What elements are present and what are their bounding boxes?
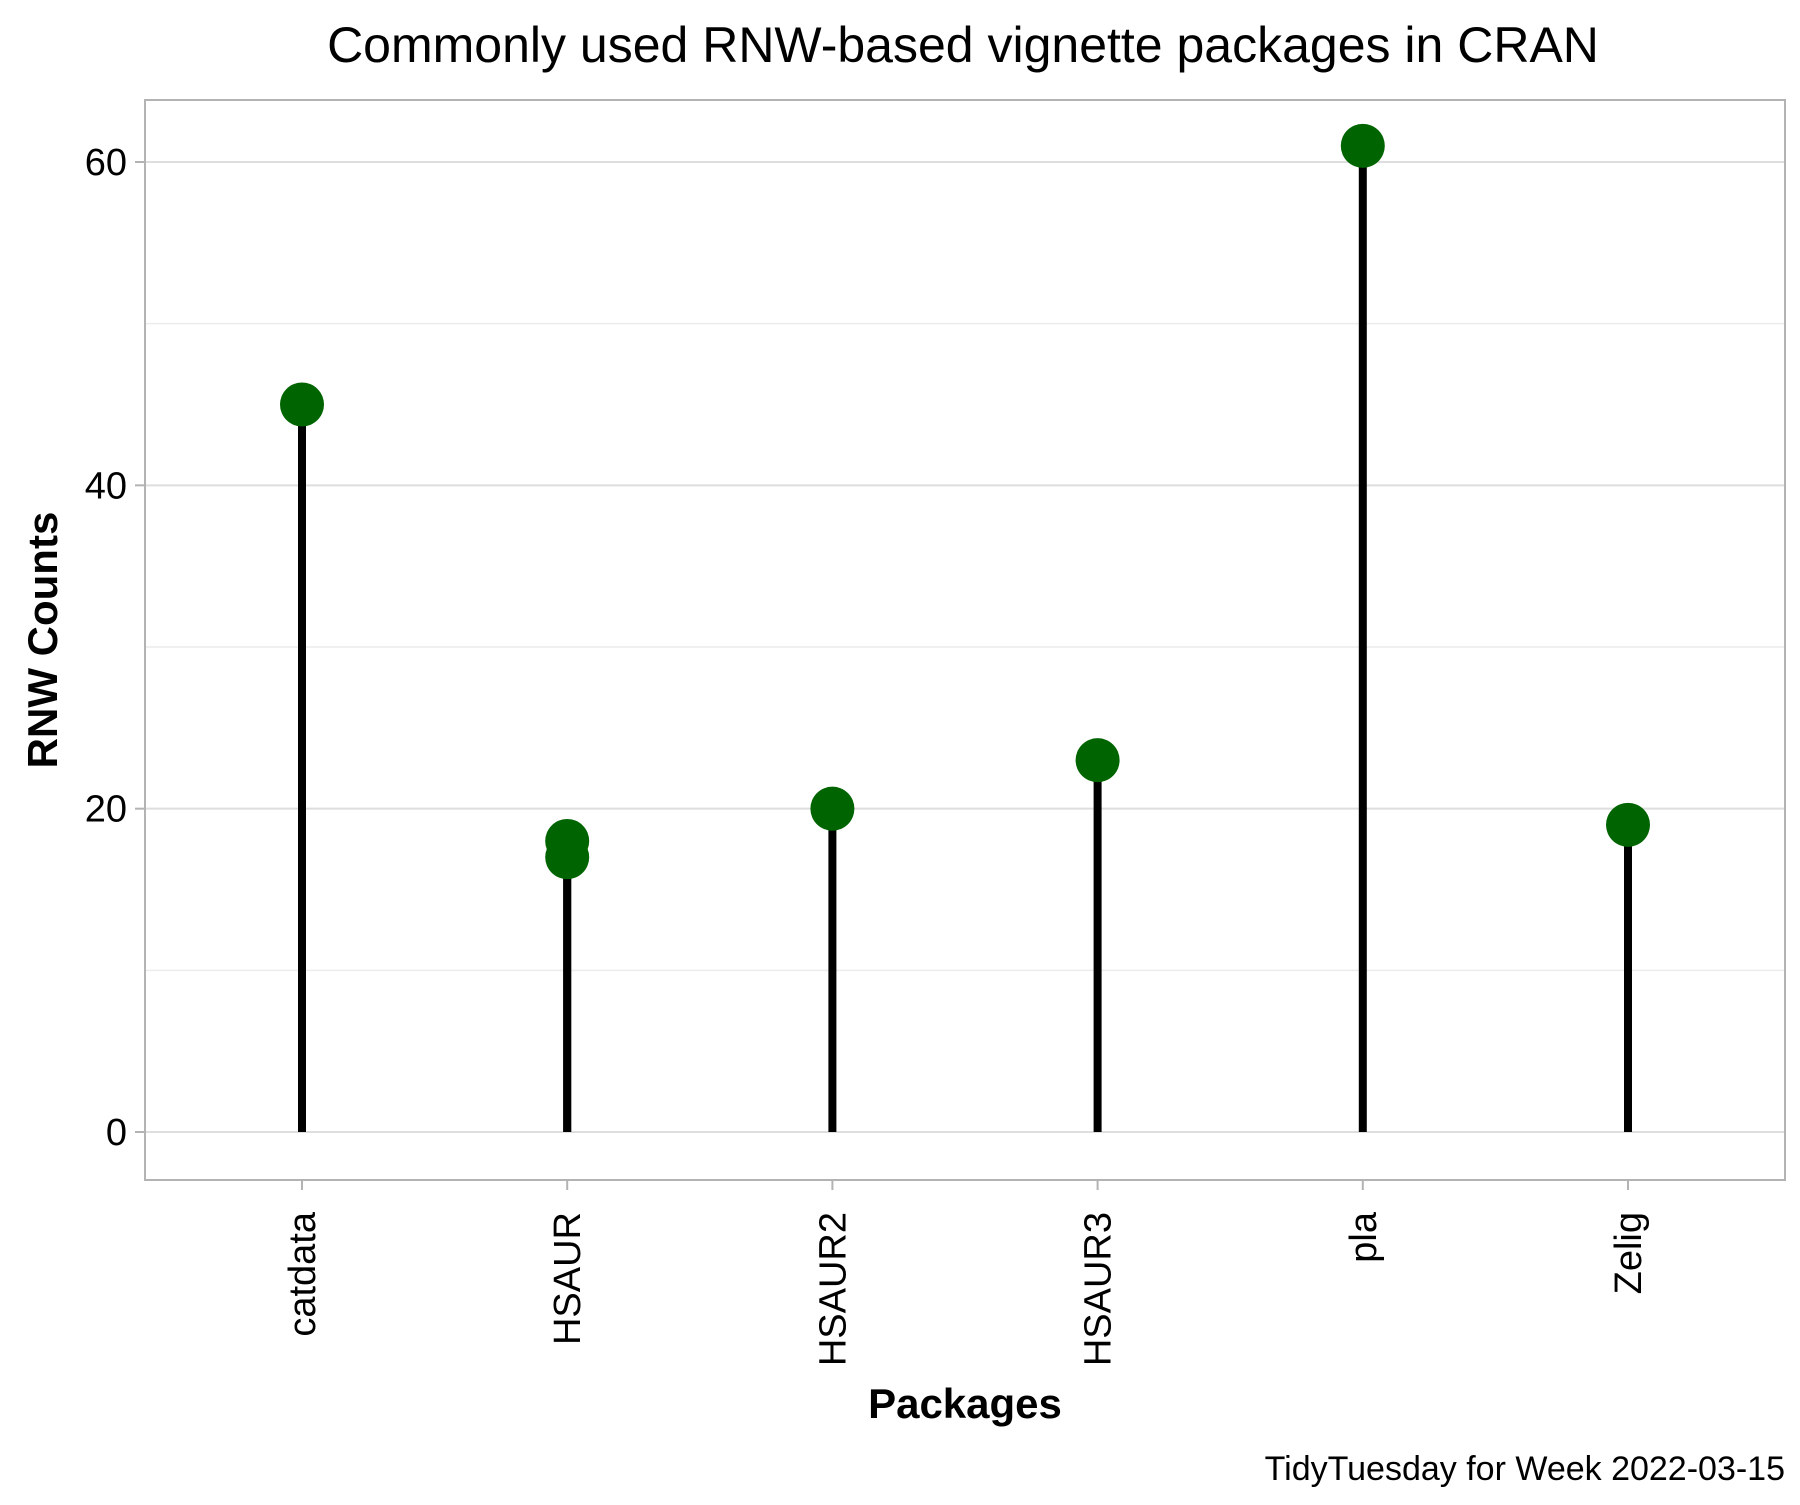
y-tick-label: 0 — [106, 1112, 127, 1154]
y-tick-label: 40 — [85, 465, 127, 507]
chart-title: Commonly used RNW-based vignette package… — [327, 17, 1599, 73]
x-axis-title: Packages — [868, 1380, 1062, 1427]
x-tick-labels: catdata HSAUR HSAUR2 HSAUR3 pla Zelig — [282, 1211, 1650, 1366]
y-tick-label: 60 — [85, 142, 127, 184]
y-axis-title: RNW Counts — [19, 512, 66, 769]
x-tick-label: HSAUR3 — [1078, 1212, 1120, 1366]
panel-border — [144, 99, 1786, 1181]
lollipop-points — [280, 123, 1650, 880]
lollipop-stems — [298, 145, 1632, 1132]
axis-ticks — [135, 161, 1629, 1190]
lollipop-point — [280, 382, 324, 427]
x-tick-label: HSAUR — [547, 1212, 589, 1345]
lollipop-point — [545, 835, 590, 880]
y-tick-labels: 0 20 40 60 — [85, 142, 127, 1154]
lollipop-point — [1340, 123, 1385, 168]
chart-caption: TidyTuesday for Week 2022-03-15 — [1265, 1450, 1785, 1488]
x-tick-label: catdata — [282, 1211, 324, 1337]
x-tick-label: pla — [1343, 1211, 1385, 1263]
lollipop-point — [1606, 802, 1650, 847]
y-tick-label: 20 — [85, 789, 127, 831]
lollipop-point — [1075, 738, 1120, 783]
lollipop-point — [810, 786, 855, 831]
x-tick-label: Zelig — [1608, 1212, 1650, 1294]
x-tick-label: HSAUR2 — [812, 1212, 854, 1366]
grid-lines — [145, 161, 1785, 1133]
